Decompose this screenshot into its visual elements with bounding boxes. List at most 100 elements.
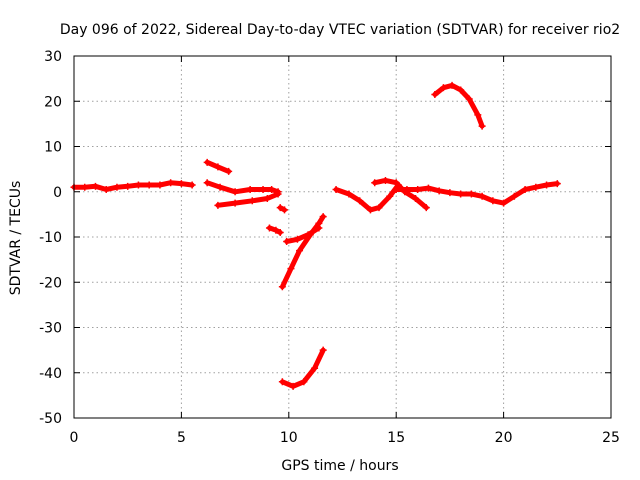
y-tick-label: 0 [53,185,62,201]
x-tick-label: 5 [177,430,186,446]
data-point [311,364,319,372]
series-arc-h [278,213,327,291]
data-point [371,179,379,187]
y-tick-label: 20 [44,94,62,110]
series-arc-b [203,158,233,175]
data-point [412,195,420,203]
data-point [392,185,400,193]
data-point [457,86,465,94]
data-point [306,231,314,239]
series-arc-i [278,346,327,390]
axis-ticks [73,55,612,419]
y-tick-label: -40 [39,366,62,382]
data-point [293,235,301,243]
data-point [435,187,443,195]
data-point [319,213,327,221]
data-point [422,204,430,212]
data-point [214,201,222,209]
x-tick-label: 10 [280,430,298,446]
series-line [71,180,195,192]
data-point [188,181,196,189]
data-point [521,185,529,193]
series-arc-d [214,190,282,209]
data-point [156,181,164,189]
data-point [553,180,561,188]
data-point [278,378,286,386]
series-arc-j [332,181,402,214]
series-line [432,82,485,129]
data-point [414,185,422,193]
data-point [356,197,364,205]
plot-frame [73,55,612,419]
data-point [203,158,211,166]
x-tick-label: 15 [387,430,405,446]
data-point [315,219,323,227]
data-point [278,283,286,291]
data-point [543,181,551,189]
data-point [478,192,486,200]
chart-title: Day 096 of 2022, Sidereal Day-to-day VTE… [60,22,620,38]
data-point [167,179,175,187]
data-point [203,179,211,187]
data-point [124,182,132,190]
data-point [231,188,239,196]
data-point [474,111,482,119]
data-point [274,190,282,198]
data-point [289,382,297,390]
data-point [276,228,284,236]
data-point [439,84,447,92]
data-point [381,176,389,184]
y-tick-label: -20 [39,275,62,291]
data-point [375,204,383,212]
data-point [145,181,153,189]
data-point [424,184,432,192]
data-point [489,197,497,205]
series-arc-m [431,81,486,130]
data-point [392,179,400,187]
data-point [332,185,340,193]
data-point [500,199,508,207]
y-tick-labels: -50 -40 -30 -20 -10 0 10 20 30 [39,49,62,427]
data-point [134,181,142,189]
data-point [81,183,89,191]
data-point [467,190,475,198]
y-tick-label: -50 [39,411,62,427]
series-line [215,191,281,208]
data-point [465,95,473,103]
data-point [259,185,267,193]
data-point [532,183,540,191]
data-point [446,189,454,197]
series-arc-a [70,179,196,193]
data-point [300,378,308,386]
data-point [448,81,456,89]
x-tick-label: 20 [495,430,513,446]
data-point [431,90,439,98]
series-arc-f [265,224,284,236]
data-point [345,190,353,198]
data-point [113,183,121,191]
data-point [246,185,254,193]
data-point [102,185,110,193]
data-point [263,195,271,203]
grid-lines [74,56,611,418]
data-point [268,185,276,193]
data-point [287,265,295,273]
data-point [91,182,99,190]
x-tick-label: 25 [602,430,620,446]
data-point [225,167,233,175]
series-line [393,181,560,206]
data-point [216,183,224,191]
y-axis-label: SDTVAR / TECUs [8,181,24,296]
y-tick-label: -10 [39,230,62,246]
data-point [296,247,304,255]
data-point [281,206,289,214]
series-arc-c [203,179,282,196]
data-point [265,224,273,232]
y-tick-label: -30 [39,321,62,337]
x-tick-label: 0 [70,430,79,446]
series-arc-e [276,204,289,214]
data-point [366,206,374,214]
data-point [283,238,291,246]
x-tick-labels: 0 5 10 15 20 25 [70,430,620,446]
